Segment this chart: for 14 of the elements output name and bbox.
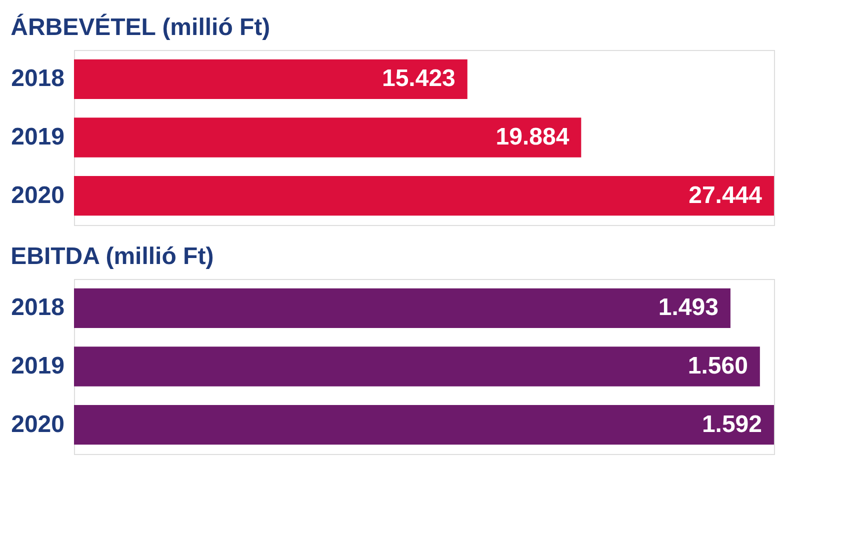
- data-label: 15.423: [382, 65, 456, 92]
- data-label: 1.493: [658, 294, 718, 322]
- y-tick-label: 2019: [11, 124, 64, 150]
- data-label: 1.592: [702, 410, 762, 438]
- y-tick-label: 2020: [11, 182, 64, 209]
- data-label: 1.560: [688, 352, 748, 380]
- chart-title: ÁRBEVÉTEL (millió Ft): [10, 13, 270, 41]
- y-tick-label: 2019: [11, 352, 64, 380]
- y-tick-label: 2020: [11, 410, 64, 438]
- y-tick-label: 2018: [11, 294, 64, 322]
- chart-title: EBITDA (millió Ft): [10, 243, 214, 270]
- y-tick-label: 2018: [11, 65, 64, 92]
- data-label: 19.884: [496, 124, 570, 150]
- data-label: 27.444: [688, 182, 763, 209]
